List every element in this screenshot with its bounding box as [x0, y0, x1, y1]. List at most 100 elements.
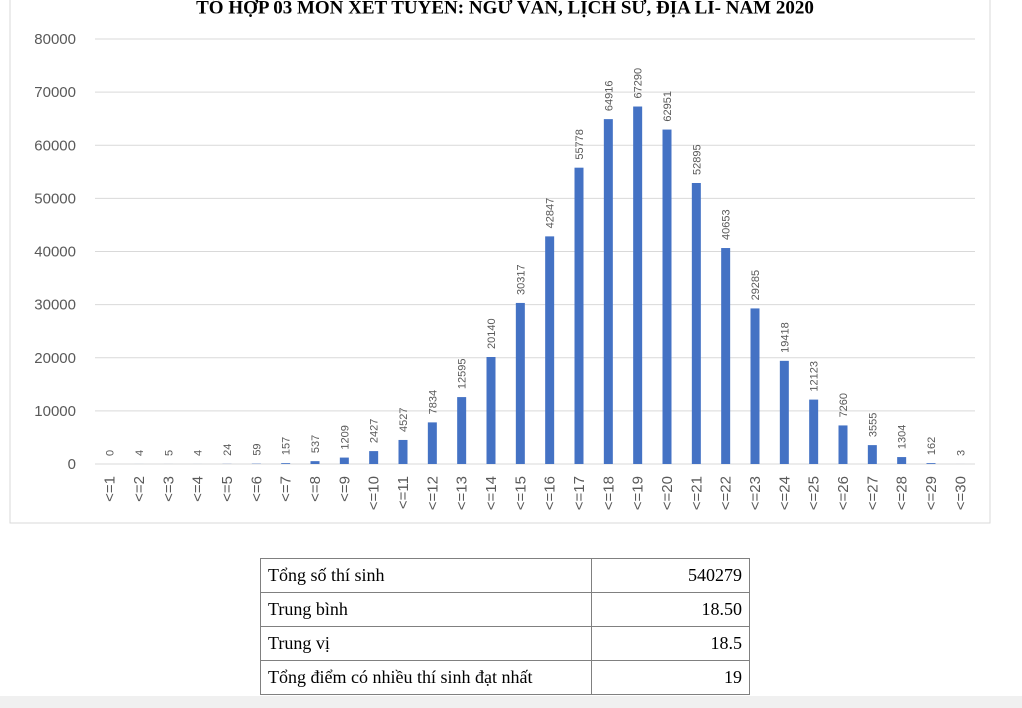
value-cell: 18.5 [591, 626, 750, 661]
bar [926, 463, 936, 464]
data-label: 4 [193, 450, 205, 456]
data-label: 42847 [545, 198, 557, 229]
bottom-strip [0, 696, 1022, 708]
data-label: 62951 [662, 91, 674, 122]
data-label: 52895 [691, 144, 703, 175]
y-tick-label: 80000 [34, 31, 76, 48]
value-cell: 540279 [591, 558, 750, 593]
data-label: 55778 [574, 129, 586, 160]
data-label: 67290 [633, 68, 645, 99]
bar [809, 399, 819, 464]
bar [603, 119, 613, 464]
bar [633, 106, 643, 464]
bar [427, 422, 437, 464]
x-tick-label: <=30 [952, 476, 969, 510]
x-tick-label: <=24 [776, 476, 793, 510]
x-tick-label: <=1 [102, 476, 119, 502]
bar [721, 248, 731, 464]
y-tick-label: 20000 [34, 350, 76, 367]
bar [457, 397, 467, 464]
x-tick-label: <=3 [160, 476, 177, 502]
data-label: 40653 [721, 209, 733, 240]
bar [867, 445, 877, 464]
label-cell: Tổng số thí sinh [260, 558, 592, 593]
data-label: 19418 [779, 322, 791, 353]
data-label: 59 [251, 443, 263, 455]
x-tick-label: <=22 [718, 476, 735, 510]
bar [515, 302, 525, 464]
y-tick-label: 30000 [34, 297, 76, 314]
bar [750, 308, 760, 464]
bar [897, 457, 907, 464]
label-cell: Trung bình [260, 592, 592, 627]
bar [398, 439, 408, 464]
value-cell: 19 [591, 660, 750, 695]
y-tick-label: 70000 [34, 84, 76, 101]
bar [545, 236, 555, 464]
value-cell: 18.50 [591, 592, 750, 627]
x-tick-label: <=26 [835, 476, 852, 510]
data-label: 157 [281, 437, 293, 455]
x-tick-label: <=10 [366, 476, 383, 510]
data-label: 12595 [457, 358, 469, 389]
data-label: 12123 [809, 361, 821, 392]
x-tick-label: <=28 [894, 476, 911, 510]
x-tick-label: <=20 [659, 476, 676, 510]
chart-frame [9, 0, 991, 524]
x-tick-label: <=15 [512, 476, 529, 510]
data-label: 4527 [398, 407, 410, 431]
y-tick-label: 0 [68, 456, 76, 473]
table-row: Tổng số thí sinh 540279 [260, 558, 750, 593]
table-row: Trung vị 18.5 [260, 626, 750, 661]
data-label: 24 [222, 444, 234, 456]
x-tick-label: <=6 [248, 476, 265, 502]
x-tick-label: <=27 [864, 476, 881, 510]
data-label: 7834 [427, 390, 439, 414]
data-label: 5 [163, 450, 175, 456]
x-tick-label: <=2 [131, 476, 148, 502]
bar [574, 167, 584, 464]
x-tick-label: <=12 [424, 476, 441, 510]
x-tick-label: <=23 [747, 476, 764, 510]
x-tick-label: <=18 [600, 476, 617, 510]
data-label: 30317 [515, 264, 527, 295]
label-cell: Tổng điểm có nhiều thí sinh đạt nhất [260, 660, 592, 695]
data-label: 4 [134, 450, 146, 456]
y-tick-label: 50000 [34, 190, 76, 207]
data-label: 64916 [603, 81, 615, 112]
data-label: 2427 [369, 419, 381, 443]
table-row: Tổng điểm có nhiều thí sinh đạt nhất 19 [260, 660, 750, 695]
data-label: 7260 [838, 393, 850, 417]
x-tick-label: <=21 [688, 476, 705, 510]
x-tick-label: <=8 [307, 476, 324, 502]
x-tick-label: <=7 [278, 476, 295, 502]
x-tick-label: <=16 [542, 476, 559, 510]
chart: TỔ HỢP 03 MÔN XÉT TUYỂN: NGỮ VĂN, LỊCH S… [9, 0, 991, 524]
bar [369, 451, 379, 464]
label-cell: Trung vị [260, 626, 592, 661]
x-tick-label: <=13 [454, 476, 471, 510]
x-tick-label: <=4 [190, 476, 207, 502]
table-row: Trung bình 18.50 [260, 592, 750, 627]
chart-title: TỔ HỢP 03 MÔN XÉT TUYỂN: NGỮ VĂN, LỊCH S… [196, 0, 814, 18]
data-label: 3 [955, 450, 967, 456]
bar [486, 357, 496, 464]
y-tick-label: 40000 [34, 244, 76, 261]
bar [339, 457, 349, 464]
x-tick-label: <=19 [630, 476, 647, 510]
summary-table: Tổng số thí sinh 540279 Trung bình 18.50 Tru… [260, 558, 750, 695]
bar [310, 461, 320, 464]
data-label: 0 [105, 450, 117, 456]
data-label: 1209 [339, 425, 351, 449]
data-label: 3555 [867, 413, 879, 437]
x-tick-label: <=11 [395, 476, 412, 509]
x-tick-label: <=5 [219, 476, 236, 502]
data-label: 537 [310, 435, 322, 453]
data-label: 29285 [750, 270, 762, 301]
x-tick-label: <=25 [806, 476, 823, 510]
x-tick-label: <=17 [571, 476, 588, 510]
bar [281, 463, 291, 464]
y-tick-label: 10000 [34, 403, 76, 420]
x-tick-label: <=29 [923, 476, 940, 510]
